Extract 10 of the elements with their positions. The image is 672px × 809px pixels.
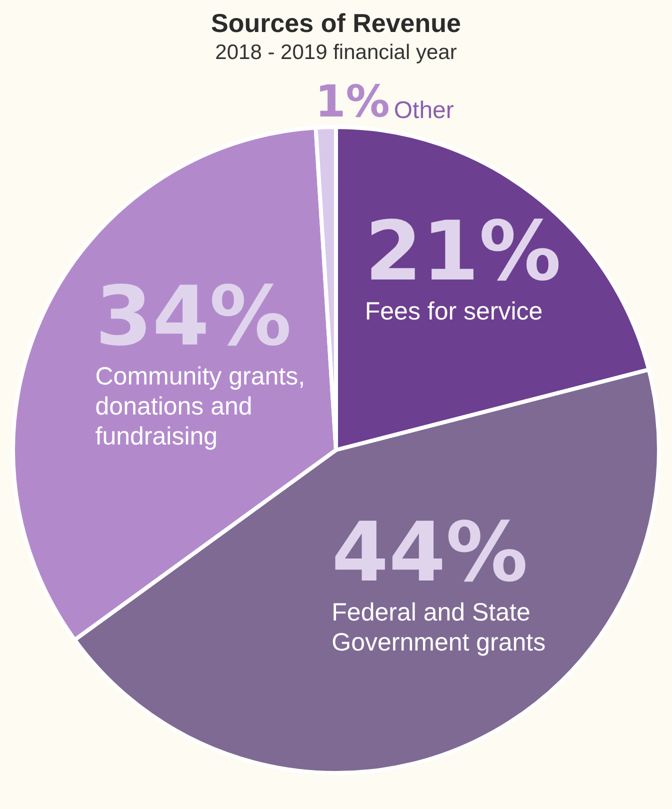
slice-label: Fees for service: [364, 298, 543, 326]
slice-label: Other: [394, 96, 454, 124]
chart-subtitle: 2018 - 2019 financial year: [214, 41, 458, 65]
data-label: 34%: [95, 269, 292, 364]
slice-label: Community grants, donations and fundraising: [95, 362, 306, 450]
data-label: 1%: [315, 76, 390, 128]
data-label: 21%: [364, 204, 562, 300]
chart-title: Sources of Revenue: [210, 8, 462, 39]
data-label: 44%: [332, 506, 528, 601]
slice-label: Federal and State Government grants: [332, 598, 546, 657]
